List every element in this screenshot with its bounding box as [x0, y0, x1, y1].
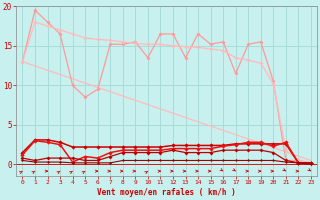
- X-axis label: Vent moyen/en rafales ( km/h ): Vent moyen/en rafales ( km/h ): [97, 188, 236, 197]
